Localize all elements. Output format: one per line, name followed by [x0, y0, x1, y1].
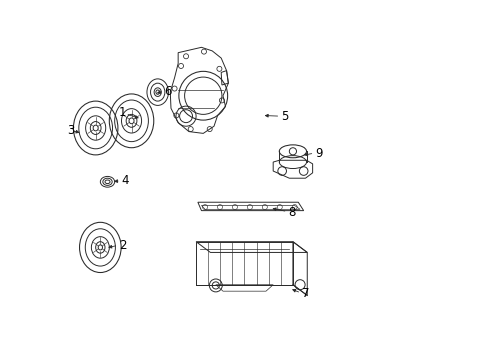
Text: 4: 4: [121, 174, 129, 187]
Text: 9: 9: [314, 147, 322, 159]
Text: 5: 5: [281, 110, 288, 123]
Text: 7: 7: [301, 287, 309, 300]
Text: 2: 2: [119, 239, 126, 252]
Text: 1: 1: [118, 106, 125, 119]
Text: 3: 3: [67, 124, 74, 137]
Text: 8: 8: [287, 206, 295, 219]
Text: 6: 6: [164, 85, 172, 98]
